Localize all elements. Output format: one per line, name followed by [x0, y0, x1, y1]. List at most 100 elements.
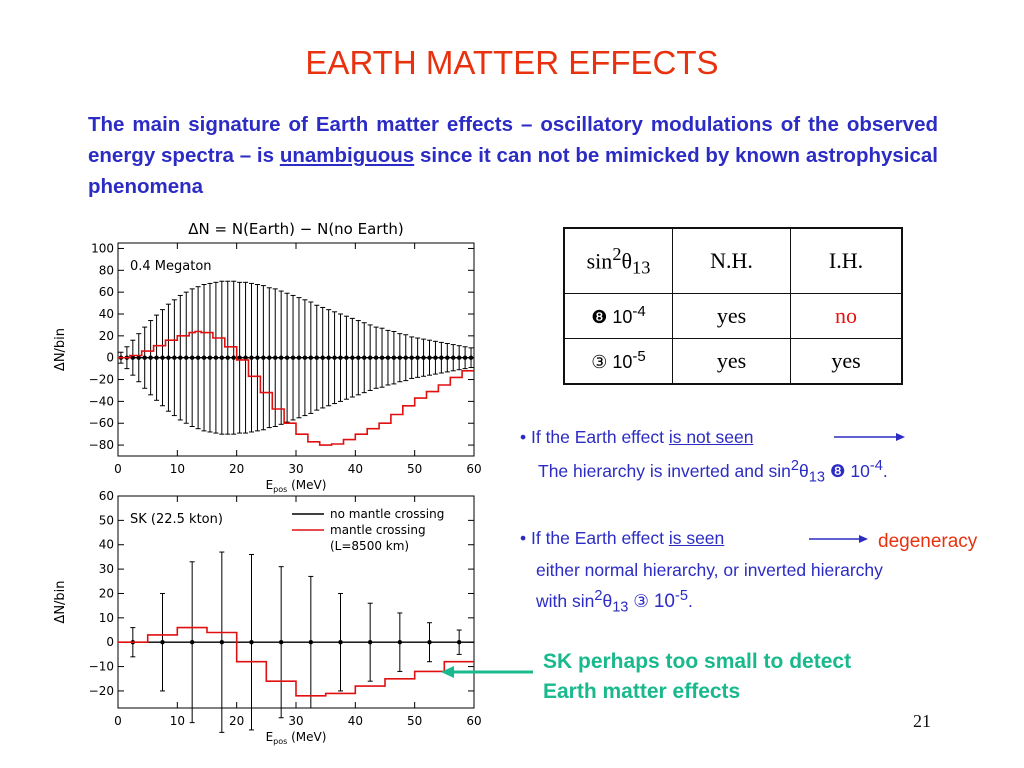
chart1-data-point: [195, 355, 201, 360]
chart1-xtick-label: 60: [466, 462, 481, 476]
chart1-ytick-label: 20: [99, 329, 114, 343]
chart2-data-point: [160, 640, 165, 645]
intro-text-underlined: unambiguous: [279, 144, 415, 167]
chart1-ytick-label: −20: [89, 373, 114, 387]
hierarchy-table: sin2θ13 N.H. I.H. ❽ 10-4 yes no ③ 10-5 y…: [563, 227, 903, 385]
row1-ih: no: [790, 293, 903, 339]
chart1-data-point: [213, 355, 219, 360]
chart2-xtick-label: 0: [114, 714, 122, 728]
chart2-data-point: [456, 640, 462, 645]
chart1-data-point: [184, 355, 189, 360]
chart1-data-point: [148, 355, 153, 360]
chart2-ytick-label: 30: [99, 562, 114, 576]
chart2-ytick-label: −10: [89, 660, 114, 674]
row2-param: ③ 10-5: [563, 338, 673, 385]
row2-ih: yes: [790, 338, 903, 385]
header-param: sin2θ13: [563, 227, 673, 294]
chart2-data-point: [427, 640, 432, 645]
chart1-data-point: [207, 355, 213, 360]
chart1-ytick-label: −40: [89, 394, 114, 408]
chart1-data-point: [391, 355, 397, 360]
chart1-series-red-step: [118, 330, 474, 446]
arrow-seen-head: [859, 535, 868, 543]
sk-note: SK perhaps too small to detect Earth matt…: [543, 650, 852, 703]
arrow-sk-note-head: [441, 666, 454, 678]
chart2-ytick-label: −20: [89, 684, 114, 698]
chart1-data-point: [231, 355, 236, 360]
chart1-data-point: [249, 355, 254, 360]
chart1-ytick-label: 60: [99, 285, 114, 299]
header-nh: N.H.: [672, 227, 791, 294]
chart2-annotation: SK (22.5 kton): [130, 512, 223, 527]
chart1-data-point: [456, 355, 462, 360]
chart2-data-point: [367, 640, 373, 645]
chart1-data-point: [427, 355, 432, 360]
row1-nh: yes: [672, 293, 791, 339]
chart1-data-point: [142, 355, 147, 360]
chart1-xtick-label: 0: [114, 462, 122, 476]
chart1-data-point: [201, 355, 207, 360]
chart1-data-point: [385, 355, 391, 360]
chart1-xtick-label: 20: [229, 462, 244, 476]
chart1-ylabel: ΔN/bin: [53, 328, 68, 371]
chart2-data-point: [249, 640, 254, 645]
chart2-xlabel: Epos (MeV): [266, 730, 327, 746]
chart1-data-point: [338, 355, 343, 360]
chart2-ylabel: ΔN/bin: [53, 580, 68, 623]
chart1-xtick-label: 40: [348, 462, 363, 476]
bullet-not-seen-conclusion: The hierarchy is inverted and sin2θ13 ❽ …: [538, 458, 888, 486]
chart1-data-point: [397, 355, 403, 360]
chart1-data-point: [130, 355, 136, 360]
chart1-data-point: [362, 355, 367, 360]
chart2-data-point: [397, 640, 403, 645]
chart2-xtick-label: 40: [348, 714, 363, 728]
chart2-ytick-label: 0: [106, 635, 114, 649]
chart2-ytick-label: 50: [99, 513, 114, 527]
chart1-data-point: [367, 355, 373, 360]
chart1-data-point: [136, 355, 141, 360]
chart1-ytick-label: 80: [99, 263, 114, 277]
chart1-ytick-label: 40: [99, 307, 114, 321]
chart1-xtick-label: 10: [170, 462, 185, 476]
chart1-data-point: [189, 355, 195, 360]
chart1-data-point: [409, 355, 414, 360]
intro-paragraph: The main signature of Earth matter effec…: [88, 109, 938, 202]
chart2-xtick-label: 50: [407, 714, 422, 728]
chart2-ytick-label: 40: [99, 538, 114, 552]
chart1-data-point: [451, 355, 456, 360]
chart1-data-point: [445, 355, 450, 360]
chart1-data-point: [344, 355, 349, 360]
chart1-ytick-label: −80: [89, 438, 114, 452]
chart2-ytick-label: 10: [99, 611, 114, 625]
chart1-data-point: [172, 355, 177, 360]
chart1-data-point: [314, 355, 319, 360]
arrow-not-seen-head: [896, 433, 905, 441]
chart1-data-point: [273, 355, 278, 360]
chart1-data-point: [255, 355, 260, 360]
chart1-data-point: [178, 355, 183, 360]
bullet-not-seen: • If the Earth effect is not seen: [520, 427, 754, 447]
bullet-seen-either: either normal hierarchy, or inverted hie…: [536, 560, 883, 580]
chart1-data-point: [320, 355, 325, 360]
chart1-data-point: [243, 355, 248, 360]
chart1-data-point: [350, 355, 355, 360]
chart1-title: ΔN = N(Earth) − N(no Earth): [188, 220, 403, 238]
chart1-data-point: [154, 355, 159, 360]
chart1-data-point: [356, 355, 361, 360]
bullet-seen-with: with sin2θ13 ③ 10-5.: [536, 588, 693, 616]
chart1-data-point: [225, 355, 230, 360]
chart1-data-point: [219, 355, 225, 360]
chart1-ytick-label: 100: [91, 241, 114, 255]
chart2-data-point: [338, 640, 343, 645]
chart1-data-point: [237, 355, 242, 360]
chart2-data-point: [308, 640, 314, 645]
row1-param: ❽ 10-4: [563, 293, 673, 339]
chart2-data-point: [189, 640, 195, 645]
chart1-data-point: [160, 355, 165, 360]
chart1-data-point: [296, 355, 302, 360]
chart1-data-point: [468, 355, 474, 360]
chart1-xlabel: Epos (MeV): [266, 478, 327, 494]
chart2-legend-label: mantle crossing: [330, 523, 426, 537]
chart1-data-point: [332, 355, 337, 360]
chart2-ytick-label: 20: [99, 586, 114, 600]
